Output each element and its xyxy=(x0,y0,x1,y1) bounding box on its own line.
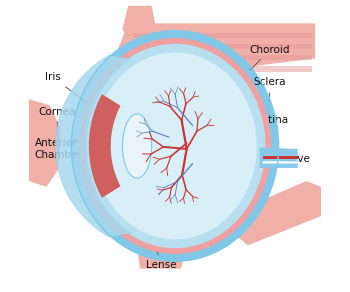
Text: Lense: Lense xyxy=(138,181,176,270)
Polygon shape xyxy=(134,33,312,38)
Polygon shape xyxy=(29,99,61,187)
Text: Sclera: Sclera xyxy=(254,77,286,101)
Polygon shape xyxy=(134,66,312,72)
Text: Choroid: Choroid xyxy=(250,45,290,70)
Ellipse shape xyxy=(79,38,271,254)
Ellipse shape xyxy=(84,44,266,248)
Ellipse shape xyxy=(93,53,257,239)
Polygon shape xyxy=(260,147,298,168)
Text: Optic nerve: Optic nerve xyxy=(250,154,310,164)
Polygon shape xyxy=(55,55,131,237)
Text: Anterior
Chamber: Anterior Chamber xyxy=(35,138,83,160)
Ellipse shape xyxy=(71,31,279,261)
Polygon shape xyxy=(122,6,163,58)
Ellipse shape xyxy=(122,114,152,178)
Polygon shape xyxy=(134,216,193,269)
Text: Retina: Retina xyxy=(255,115,288,131)
Text: Cornea: Cornea xyxy=(38,107,76,161)
Polygon shape xyxy=(134,44,312,49)
Polygon shape xyxy=(262,161,298,164)
Text: Iris: Iris xyxy=(45,72,94,108)
Polygon shape xyxy=(117,23,315,82)
Polygon shape xyxy=(262,156,298,159)
Polygon shape xyxy=(89,94,120,198)
Polygon shape xyxy=(134,55,312,60)
Polygon shape xyxy=(233,181,321,245)
